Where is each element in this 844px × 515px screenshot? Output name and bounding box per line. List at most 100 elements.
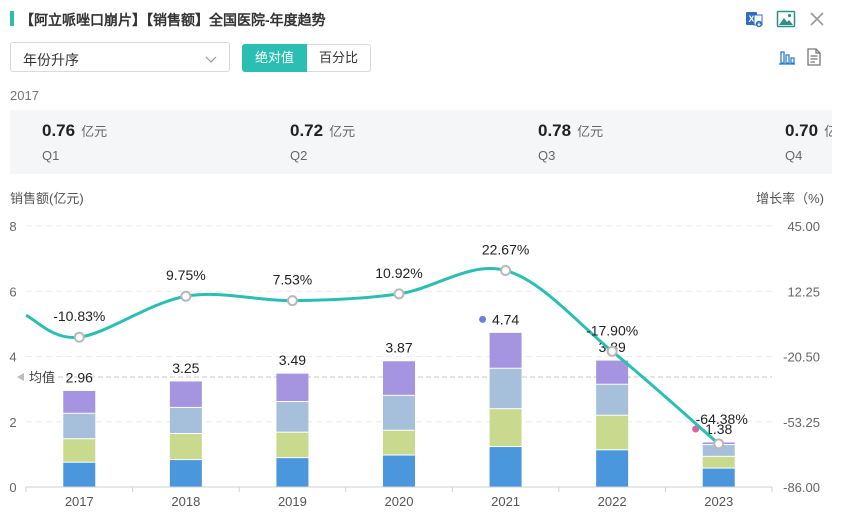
bar-segment [596, 384, 629, 415]
y2-axis-title: 增长率（%) [756, 191, 824, 206]
absolute-value-button[interactable]: 绝对值 [242, 44, 308, 72]
bar-segment [169, 433, 202, 460]
bar-segment [489, 447, 522, 487]
quarter-value-line: 0.78 亿元 [538, 121, 603, 141]
bar-segment [383, 455, 415, 487]
x-tick-label: 2019 [278, 494, 307, 509]
growth-rate-label: 9.75% [166, 267, 206, 283]
y-tick-label: 0 [9, 480, 16, 495]
quarter-unit: 亿元 [824, 124, 832, 139]
bar-segment [702, 468, 735, 487]
bar-total-label: 3.49 [279, 352, 306, 368]
average-marker-icon [17, 373, 24, 382]
controls-bar: 年份升序 绝对值 百分比 [0, 42, 844, 76]
excel-export-icon[interactable]: X [744, 9, 764, 29]
y2-tick-label: 12.25 [787, 284, 820, 299]
bar-total-label: 3.87 [385, 340, 412, 356]
quarter-summary-panel: 0.76 亿元 Q1 0.72 亿元 Q2 0.78 亿元 Q3 0.70 亿元 Q4 [10, 110, 832, 174]
quarter-card-q4: 0.70 亿元 Q4 [753, 110, 832, 174]
quarter-value-line: 0.76 亿元 [42, 121, 107, 141]
bar-segment [276, 458, 309, 487]
bar-segment [383, 395, 415, 430]
bar-segment [276, 402, 309, 432]
percentage-button[interactable]: 百分比 [307, 44, 372, 72]
value-mode-toggle: 绝对值 百分比 [242, 44, 372, 72]
growth-rate-label: -64.38% [696, 411, 748, 427]
sort-order-select[interactable]: 年份升序 [10, 42, 230, 72]
y2-tick-label: -86.00 [783, 480, 820, 495]
x-tick-label: 2020 [385, 494, 414, 509]
bar-segment [702, 456, 735, 468]
average-label: 均值 [29, 370, 55, 385]
x-tick-label: 2018 [171, 494, 200, 509]
growth-point [606, 345, 618, 357]
y-axis-title: 销售额(亿元) [10, 191, 84, 206]
growth-rate-label: 7.53% [273, 272, 313, 288]
chart-title: 【阿立哌唑口崩片】【销售额】全国医院-年度趋势 [20, 12, 326, 28]
growth-point [286, 295, 298, 307]
bar-segment [276, 432, 309, 458]
title-bar: 【阿立哌唑口崩片】【销售额】全国医院-年度趋势 X [0, 0, 844, 38]
growth-point [180, 290, 192, 302]
quarter-card-q1: 0.76 亿元 Q1 [10, 110, 240, 174]
y-tick-label: 6 [9, 284, 16, 299]
quarter-unit: 亿元 [81, 124, 108, 139]
quarter-label: Q3 [538, 148, 556, 163]
quarter-label: Q4 [785, 148, 803, 163]
growth-rate-label: 22.67% [482, 241, 529, 257]
growth-point [393, 288, 405, 300]
quarter-value: 0.72 [290, 121, 324, 140]
quarter-unit: 亿元 [329, 124, 356, 139]
title-accent-bar [10, 11, 14, 26]
quarter-value-line: 0.72 亿元 [290, 121, 355, 141]
bar-segment [489, 368, 522, 409]
x-tick-label: 2021 [491, 494, 520, 509]
chevron-down-icon [205, 52, 217, 70]
growth-rate-label: -17.90% [586, 322, 638, 338]
bar-segment [383, 361, 415, 395]
bar-segment [169, 381, 202, 407]
quarter-label: Q2 [290, 148, 308, 163]
image-export-icon[interactable] [776, 9, 796, 29]
growth-point [500, 264, 512, 276]
bar-segment [596, 450, 629, 487]
growth-point [713, 438, 725, 450]
bar-segment [596, 415, 629, 450]
quarter-value: 0.70 [785, 121, 819, 140]
quarter-label: Q1 [42, 148, 60, 163]
growth-rate-label: -10.83% [53, 308, 105, 324]
sort-order-value: 年份升序 [23, 52, 79, 68]
y-tick-label: 2 [9, 415, 16, 430]
x-tick-label: 2017 [65, 494, 94, 509]
bar-total-label: 3.25 [172, 360, 199, 376]
bar-segment [489, 409, 522, 447]
max-value-dot [479, 315, 487, 323]
bar-segment [169, 407, 202, 433]
min-value-dot [692, 425, 700, 433]
bar-segment [169, 460, 202, 487]
quarter-card-q3: 0.78 亿元 Q3 [506, 110, 736, 174]
y2-tick-label: 45.00 [787, 219, 820, 234]
growth-point [73, 331, 85, 343]
quarter-value: 0.78 [538, 121, 572, 140]
bar-total-label: 2.96 [66, 369, 93, 385]
close-icon[interactable] [807, 9, 827, 29]
quarter-card-q2: 0.72 亿元 Q2 [258, 110, 488, 174]
x-tick-label: 2023 [704, 494, 733, 509]
growth-rate-label: 10.92% [375, 265, 422, 281]
bar-segment [63, 413, 96, 439]
bar-segment [596, 360, 629, 384]
bar-segment [63, 390, 96, 413]
y-tick-label: 8 [9, 219, 16, 234]
quarter-value-line: 0.70 亿元 [785, 121, 832, 141]
bar-segment [63, 462, 96, 487]
bar-segment [383, 430, 415, 455]
bar-segment [276, 373, 309, 402]
bar-chart-icon[interactable] [777, 47, 797, 67]
document-icon[interactable] [804, 47, 824, 67]
bar-segment [63, 439, 96, 462]
bar-segment [702, 445, 735, 456]
x-tick-label: 2022 [598, 494, 627, 509]
summary-year-label: 2017 [10, 88, 39, 103]
quarter-unit: 亿元 [577, 124, 604, 139]
